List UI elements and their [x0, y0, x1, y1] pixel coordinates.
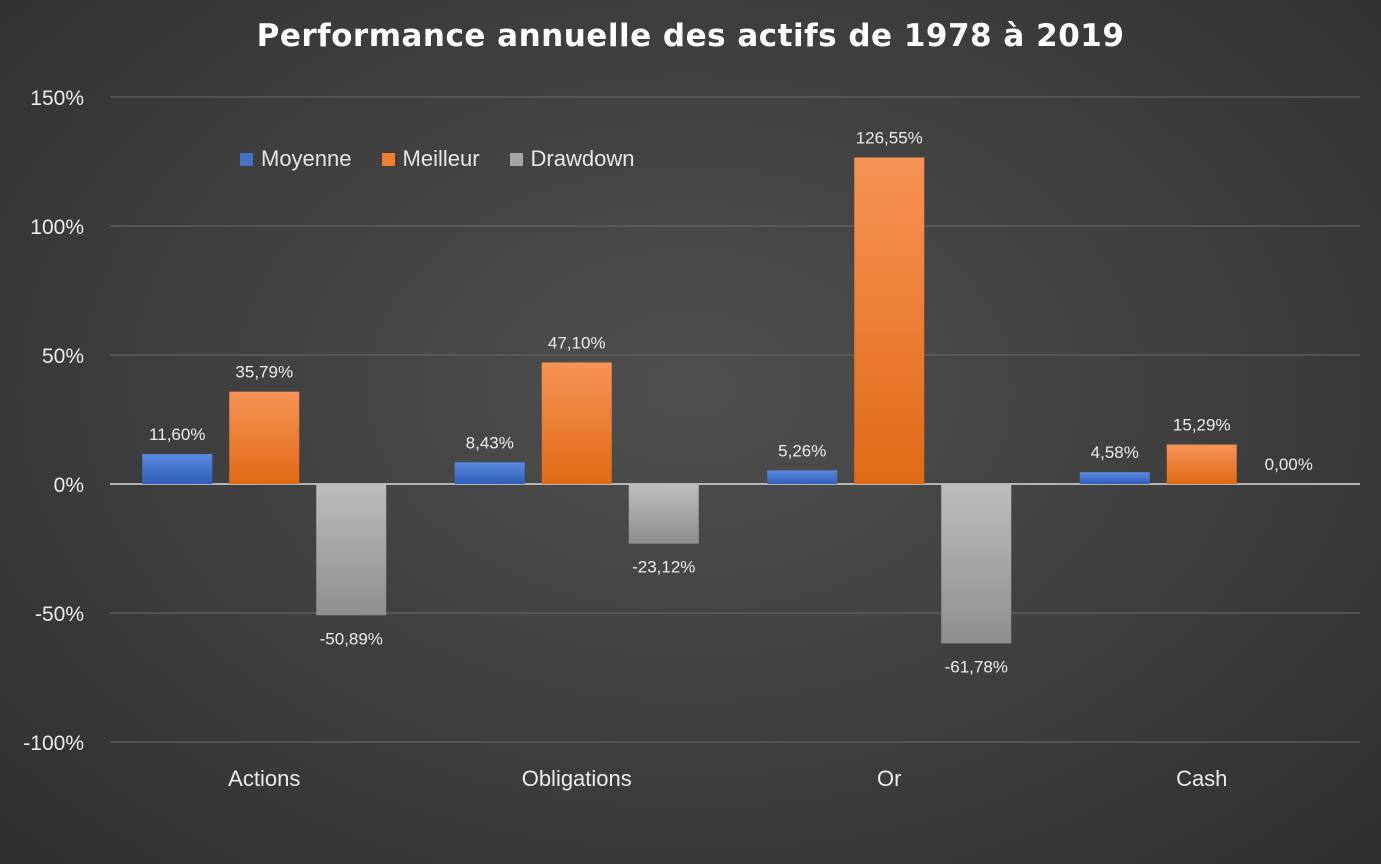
data-label: 4,58%: [1091, 443, 1139, 462]
data-label: 35,79%: [235, 363, 293, 382]
x-category-label: Or: [877, 766, 901, 791]
x-category-label: Cash: [1176, 766, 1227, 791]
data-label: -61,78%: [945, 657, 1008, 676]
bar-moyenne: [454, 462, 525, 484]
data-label: 8,43%: [466, 433, 514, 452]
bar-moyenne: [142, 454, 213, 484]
data-label: -23,12%: [632, 558, 695, 577]
x-category-label: Obligations: [522, 766, 632, 791]
data-label: 47,10%: [548, 333, 606, 352]
y-tick-label: -100%: [23, 732, 84, 755]
bar-moyenne: [1079, 472, 1150, 484]
y-tick-label: 100%: [30, 216, 84, 239]
legend-label-moyenne: Moyenne: [261, 146, 352, 171]
legend-item-meilleur: Meilleur: [381, 146, 480, 172]
bar-meilleur: [854, 157, 925, 484]
y-tick-label: 50%: [42, 345, 84, 368]
bar-moyenne: [767, 470, 838, 484]
bar-drawdown: [316, 484, 387, 616]
legend-swatch-moyenne: [240, 152, 253, 166]
data-label: -50,89%: [320, 629, 383, 648]
legend-label-meilleur: Meilleur: [402, 146, 480, 171]
bar-meilleur: [229, 391, 300, 484]
y-tick-label: 150%: [30, 87, 84, 110]
bar-drawdown: [628, 484, 699, 544]
bar-meilleur: [1166, 444, 1237, 484]
legend-item-drawdown: Drawdown: [509, 146, 635, 172]
data-label: 0,00%: [1265, 455, 1313, 474]
data-label: 11,60%: [149, 425, 205, 444]
y-tick-label: 0%: [54, 474, 84, 497]
legend-swatch-drawdown: [509, 152, 523, 166]
x-category-label: Actions: [228, 766, 300, 791]
data-label: 126,55%: [856, 129, 923, 148]
data-label: 15,29%: [1173, 416, 1231, 435]
legend: Moyenne Meilleur Drawdown: [240, 146, 634, 172]
bar-meilleur: [541, 362, 612, 484]
data-label: 5,26%: [778, 441, 826, 460]
y-tick-label: -50%: [35, 603, 84, 626]
legend-item-moyenne: Moyenne: [240, 146, 352, 172]
bar-drawdown: [941, 484, 1012, 644]
chart-title: Performance annuelle des actifs de 1978 …: [256, 18, 1125, 54]
legend-swatch-meilleur: [381, 152, 395, 166]
legend-label-drawdown: Drawdown: [530, 146, 635, 171]
